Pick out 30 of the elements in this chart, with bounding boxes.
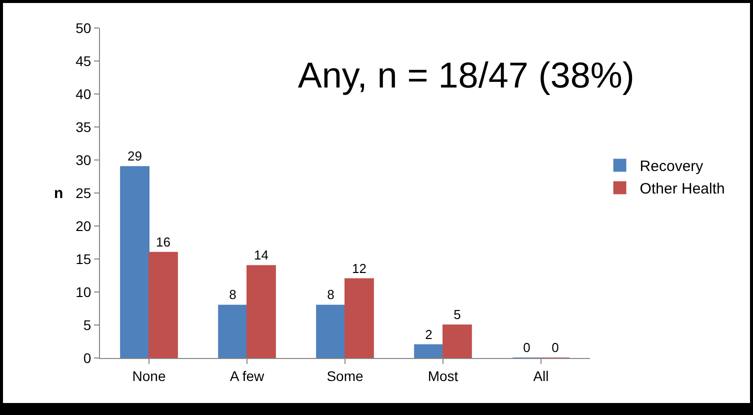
data-label: 8	[327, 287, 334, 302]
data-label: 14	[254, 248, 268, 263]
y-tick-label: 5	[83, 316, 92, 333]
data-label: 16	[156, 234, 170, 250]
legend-label: Recovery	[640, 158, 704, 176]
y-tick-label: 25	[76, 184, 92, 201]
x-tick-label: Most	[428, 368, 458, 384]
text: Any, n = 18/47 (38%)	[298, 54, 634, 96]
data-label: 29	[128, 148, 142, 164]
y-tick-label: 40	[76, 86, 92, 102]
x-tick-label: A few	[230, 368, 266, 384]
data-label: 0	[523, 340, 530, 355]
y-tick-label: 30	[76, 152, 92, 168]
data-label: 12	[352, 260, 366, 276]
y-axis-title: n	[54, 185, 64, 202]
data-label: 2	[425, 326, 432, 342]
x-tick-label: None	[132, 368, 166, 384]
x-tick-label: All	[533, 368, 549, 384]
y-tick-label: 50	[76, 20, 92, 36]
y-tick-label: 35	[76, 118, 92, 135]
data-label: 5	[454, 307, 461, 322]
data-label: 0	[552, 340, 559, 355]
y-tick-label: 10	[76, 284, 92, 300]
y-tick-label: 0	[83, 350, 92, 366]
x-tick-label: Some	[326, 368, 364, 384]
y-tick-label: 15	[76, 250, 92, 267]
data-label: 8	[229, 287, 236, 302]
legend-label: Other Health	[640, 180, 725, 198]
y-tick-label: 45	[76, 52, 92, 69]
y-tick-label: 20	[76, 218, 92, 234]
